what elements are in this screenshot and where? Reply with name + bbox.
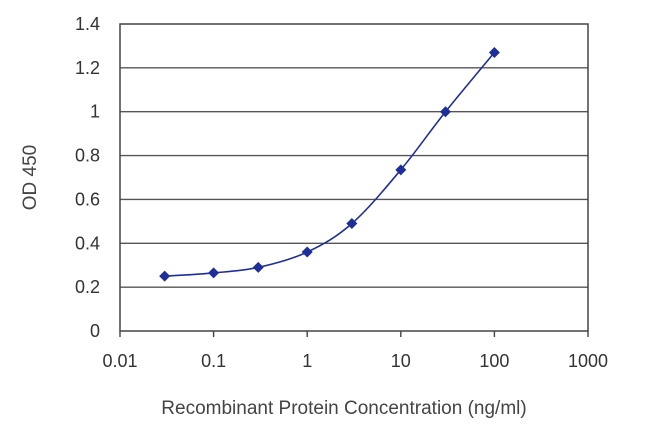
data-points [159,47,500,282]
data-point [208,267,220,279]
data-point [346,218,358,230]
y-axis-title: OD 450 [20,145,41,210]
y-tick-label: 1 [90,102,100,122]
x-tick-label: 10 [391,351,411,371]
y-tick-label: 0.2 [75,277,100,297]
x-tick-label: 0.01 [102,351,137,371]
y-tick-label: 1.2 [75,58,100,78]
x-axis-tick-labels: 0.01 0.1 1 10 100 1000 [102,351,608,371]
y-tick-label: 0.4 [75,233,100,253]
y-tick-label: 0.8 [75,146,100,166]
data-point [439,106,451,118]
x-tick-label: 0.1 [201,351,226,371]
x-axis-title: Recombinant Protein Concentration (ng/ml… [161,398,526,419]
data-point [488,47,500,59]
x-tick-label: 1 [302,351,312,371]
y-tick-label: 0 [90,321,100,341]
plot-frame [119,23,589,332]
y-axis-tick-labels: 0 0.2 0.4 0.6 0.8 1 1.2 1.4 [75,14,100,341]
data-point [252,261,264,273]
x-axis-ticks [119,331,589,337]
data-point [395,164,407,176]
x-tick-label: 100 [479,351,509,371]
y-tick-label: 1.4 [75,14,100,34]
data-point [159,270,171,282]
data-point [301,246,313,258]
x-tick-label: 1000 [568,351,608,371]
gridlines [120,67,588,288]
y-tick-label: 0.6 [75,189,100,209]
